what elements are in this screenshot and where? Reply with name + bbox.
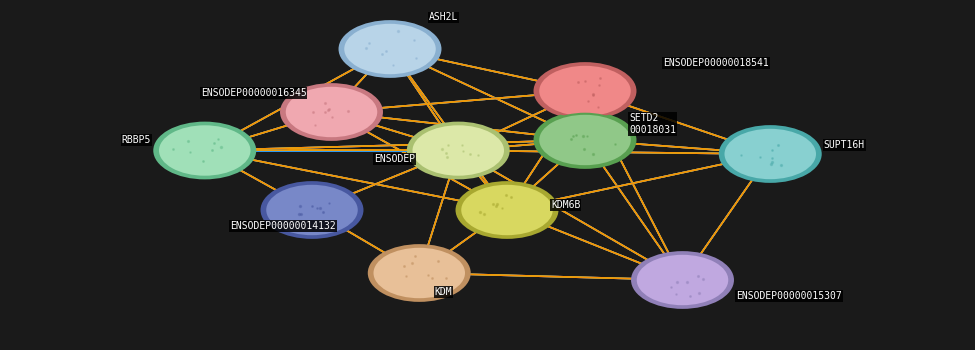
- Ellipse shape: [153, 122, 256, 180]
- Ellipse shape: [538, 114, 632, 166]
- Ellipse shape: [338, 20, 442, 78]
- Text: KDM: KDM: [435, 287, 452, 297]
- Text: ENSODEP00000016345: ENSODEP00000016345: [201, 88, 306, 98]
- Text: SETD2
00018031: SETD2 00018031: [629, 113, 676, 135]
- Ellipse shape: [460, 184, 554, 236]
- Text: ASH2L: ASH2L: [429, 13, 458, 22]
- Ellipse shape: [343, 23, 437, 75]
- Text: ENSODEP00000014132: ENSODEP00000014132: [230, 221, 335, 231]
- Ellipse shape: [538, 65, 632, 117]
- Ellipse shape: [285, 86, 378, 138]
- Ellipse shape: [636, 254, 729, 306]
- Ellipse shape: [723, 128, 817, 180]
- Text: ENSODEP00000015307: ENSODEP00000015307: [736, 291, 841, 301]
- Text: ENSODEP: ENSODEP: [374, 154, 415, 164]
- Ellipse shape: [411, 124, 505, 177]
- Ellipse shape: [372, 247, 466, 299]
- Ellipse shape: [533, 111, 637, 169]
- Ellipse shape: [158, 124, 252, 177]
- Text: SUPT16H: SUPT16H: [824, 140, 865, 150]
- Text: KDM6B: KDM6B: [551, 200, 580, 210]
- Ellipse shape: [280, 83, 383, 141]
- Text: ENSODEP00000018541: ENSODEP00000018541: [663, 58, 768, 68]
- Ellipse shape: [455, 181, 559, 239]
- Ellipse shape: [407, 122, 510, 180]
- Ellipse shape: [533, 62, 637, 120]
- Ellipse shape: [631, 251, 734, 309]
- Ellipse shape: [368, 244, 471, 302]
- Ellipse shape: [719, 125, 822, 183]
- Ellipse shape: [260, 181, 364, 239]
- Text: RBBP5: RBBP5: [122, 135, 151, 145]
- Ellipse shape: [265, 184, 359, 236]
